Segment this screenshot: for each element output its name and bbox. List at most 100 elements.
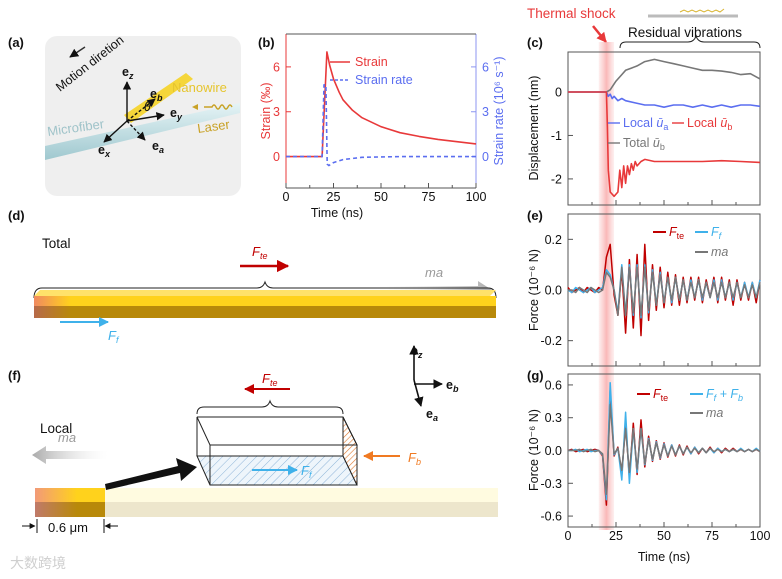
thermal-shock-arrow-icon xyxy=(592,25,607,43)
chart-b-ylabel-right: Strain rate (10⁶ s⁻¹) xyxy=(492,57,506,166)
legend-total-ub: Total ūb xyxy=(623,136,665,152)
x-tick-label: 100 xyxy=(466,190,487,204)
panel-label-f: (f) xyxy=(8,368,21,383)
y-tick-label: -2 xyxy=(551,172,562,186)
zoom-arrow-icon xyxy=(105,458,197,490)
y-tick-label: 0 xyxy=(555,85,562,99)
chart-b-ylabel: Strain (‰) xyxy=(259,83,273,140)
axis-label-ey: ey xyxy=(170,106,183,122)
ff-label: Ff xyxy=(108,328,120,345)
coordinate-axes xyxy=(409,345,443,407)
x-tick-label: 50 xyxy=(374,190,388,204)
y-tick-label-right: 3 xyxy=(482,105,489,119)
fte-label: Fte xyxy=(252,244,267,261)
legend-ff: Ff xyxy=(711,225,723,241)
diagram-background xyxy=(45,36,241,196)
panel-label-b: (b) xyxy=(258,35,275,50)
series-line-strain xyxy=(286,51,477,158)
x-tick-label: 25 xyxy=(327,190,341,204)
chart-b-xlabel: Time (ns) xyxy=(311,206,363,220)
chart-g-legend: Fte Ff + Fb ma xyxy=(637,387,743,420)
coordinate-axes xyxy=(103,81,165,143)
total-brace xyxy=(33,280,497,299)
panel-label-d: (d) xyxy=(8,208,25,223)
local-segment-box xyxy=(196,416,358,486)
y-tick-label: -0.2 xyxy=(540,334,562,348)
series-line-totalb xyxy=(568,58,761,93)
nanowire-thumbnail-icon xyxy=(648,8,738,18)
local-label: Local xyxy=(40,421,72,436)
chart-b-legend: Strain Strain rate xyxy=(330,55,413,87)
legend-local-ua: Local ūa xyxy=(623,116,668,132)
y-tick-label: 0.0 xyxy=(545,444,562,458)
residual-vibrations-brace xyxy=(619,34,761,49)
scale-label: 0.6 μm xyxy=(48,520,88,535)
y-tick-label: -0.6 xyxy=(540,510,562,524)
axis-label-eb: eb xyxy=(150,87,163,103)
ma-label: ma xyxy=(425,265,443,280)
chart-force-local: 0 25 50 75 100 0.6 0.3 0.0 -0.3 -0.6 xyxy=(540,373,771,543)
y-tick-label: 0.2 xyxy=(545,233,562,247)
x-tick-label: 100 xyxy=(750,529,771,543)
local-segment-top xyxy=(35,488,105,502)
series-line-ma xyxy=(568,266,761,317)
chart-g-ylabel: Force (10⁻⁶ N) xyxy=(527,409,541,491)
panel-f-diagram: (f) Local ma Fte Ff Fb ez eb ea xyxy=(8,344,498,535)
y-tick-label: -1 xyxy=(551,129,562,143)
x-tick-label: 0 xyxy=(283,190,290,204)
legend-local-ub: Local ūb xyxy=(687,116,732,132)
chart-e-ylabel: Force (10⁻⁶ N) xyxy=(527,249,541,331)
x-tick-label: 25 xyxy=(609,529,623,543)
chart-force-total: 0.2 0.0 -0.2 xyxy=(540,213,761,367)
series-line-fte xyxy=(567,389,761,506)
panel-d-diagram: (d) Total Fte ma Ff xyxy=(8,208,497,345)
local-segment-front xyxy=(35,502,105,517)
legend-ma: ma xyxy=(706,406,723,420)
legend-ma: ma xyxy=(711,245,728,259)
y-tick-label: 3 xyxy=(273,105,280,119)
chart-c-legend: Local ūa Local ūb Total ūb xyxy=(608,116,732,152)
nanowire-label: Nanowire xyxy=(172,80,227,95)
legend-ff-plus-fb: Ff + Fb xyxy=(706,387,743,403)
laser-label: Laser xyxy=(196,116,231,135)
y-tick-label: 0.0 xyxy=(545,284,562,298)
chart-e-legend: Fte Ff ma xyxy=(653,225,728,259)
series-line-localb xyxy=(568,91,761,198)
motion-direction-arrow-icon xyxy=(69,46,86,58)
residual-vibrations-label: Residual vibrations xyxy=(628,25,742,40)
nanowire-rest-top xyxy=(105,488,498,502)
panel-label-g: (g) xyxy=(527,368,544,383)
axis-label-ex: ex xyxy=(98,143,111,159)
y-tick-label: 0 xyxy=(273,150,280,164)
x-tick-label: 75 xyxy=(705,529,719,543)
total-label: Total xyxy=(42,236,71,251)
axis-label-ea: ea xyxy=(426,407,438,423)
x-tick-label: 50 xyxy=(657,529,671,543)
legend-strain-rate: Strain rate xyxy=(355,73,413,87)
panel-a-diagram: (a) Motion diretion Microfiber Nanowire … xyxy=(8,33,241,196)
ma-label: ma xyxy=(58,430,76,445)
panel-label-c: (c) xyxy=(527,35,543,50)
bar-top-face xyxy=(34,290,496,296)
y-tick-label: 6 xyxy=(273,60,280,74)
x-tick-label: 75 xyxy=(422,190,436,204)
y-tick-label-right: 6 xyxy=(482,60,489,74)
y-tick-label-right: 0 xyxy=(482,150,489,164)
series-line-strain-rate xyxy=(286,84,476,167)
chart-c-ylabel: Displacement (nm) xyxy=(527,76,541,181)
y-tick-label: -0.3 xyxy=(540,477,562,491)
laser-wave-icon xyxy=(192,104,233,110)
panel-label-e: (e) xyxy=(527,208,543,223)
axis-label-ez: ez xyxy=(122,65,134,81)
bar-front-face xyxy=(34,306,496,318)
theta-label: θ xyxy=(144,100,151,114)
fb-label: Fb xyxy=(408,450,421,467)
axis-label-ez: ez xyxy=(411,344,423,360)
y-tick-label: 0.6 xyxy=(545,378,562,392)
legend-fte: Fte xyxy=(653,387,668,403)
bar-upper-face xyxy=(34,296,496,306)
panel-label-a: (a) xyxy=(8,35,24,50)
local-brace xyxy=(196,399,344,415)
scale-bar xyxy=(22,519,118,533)
